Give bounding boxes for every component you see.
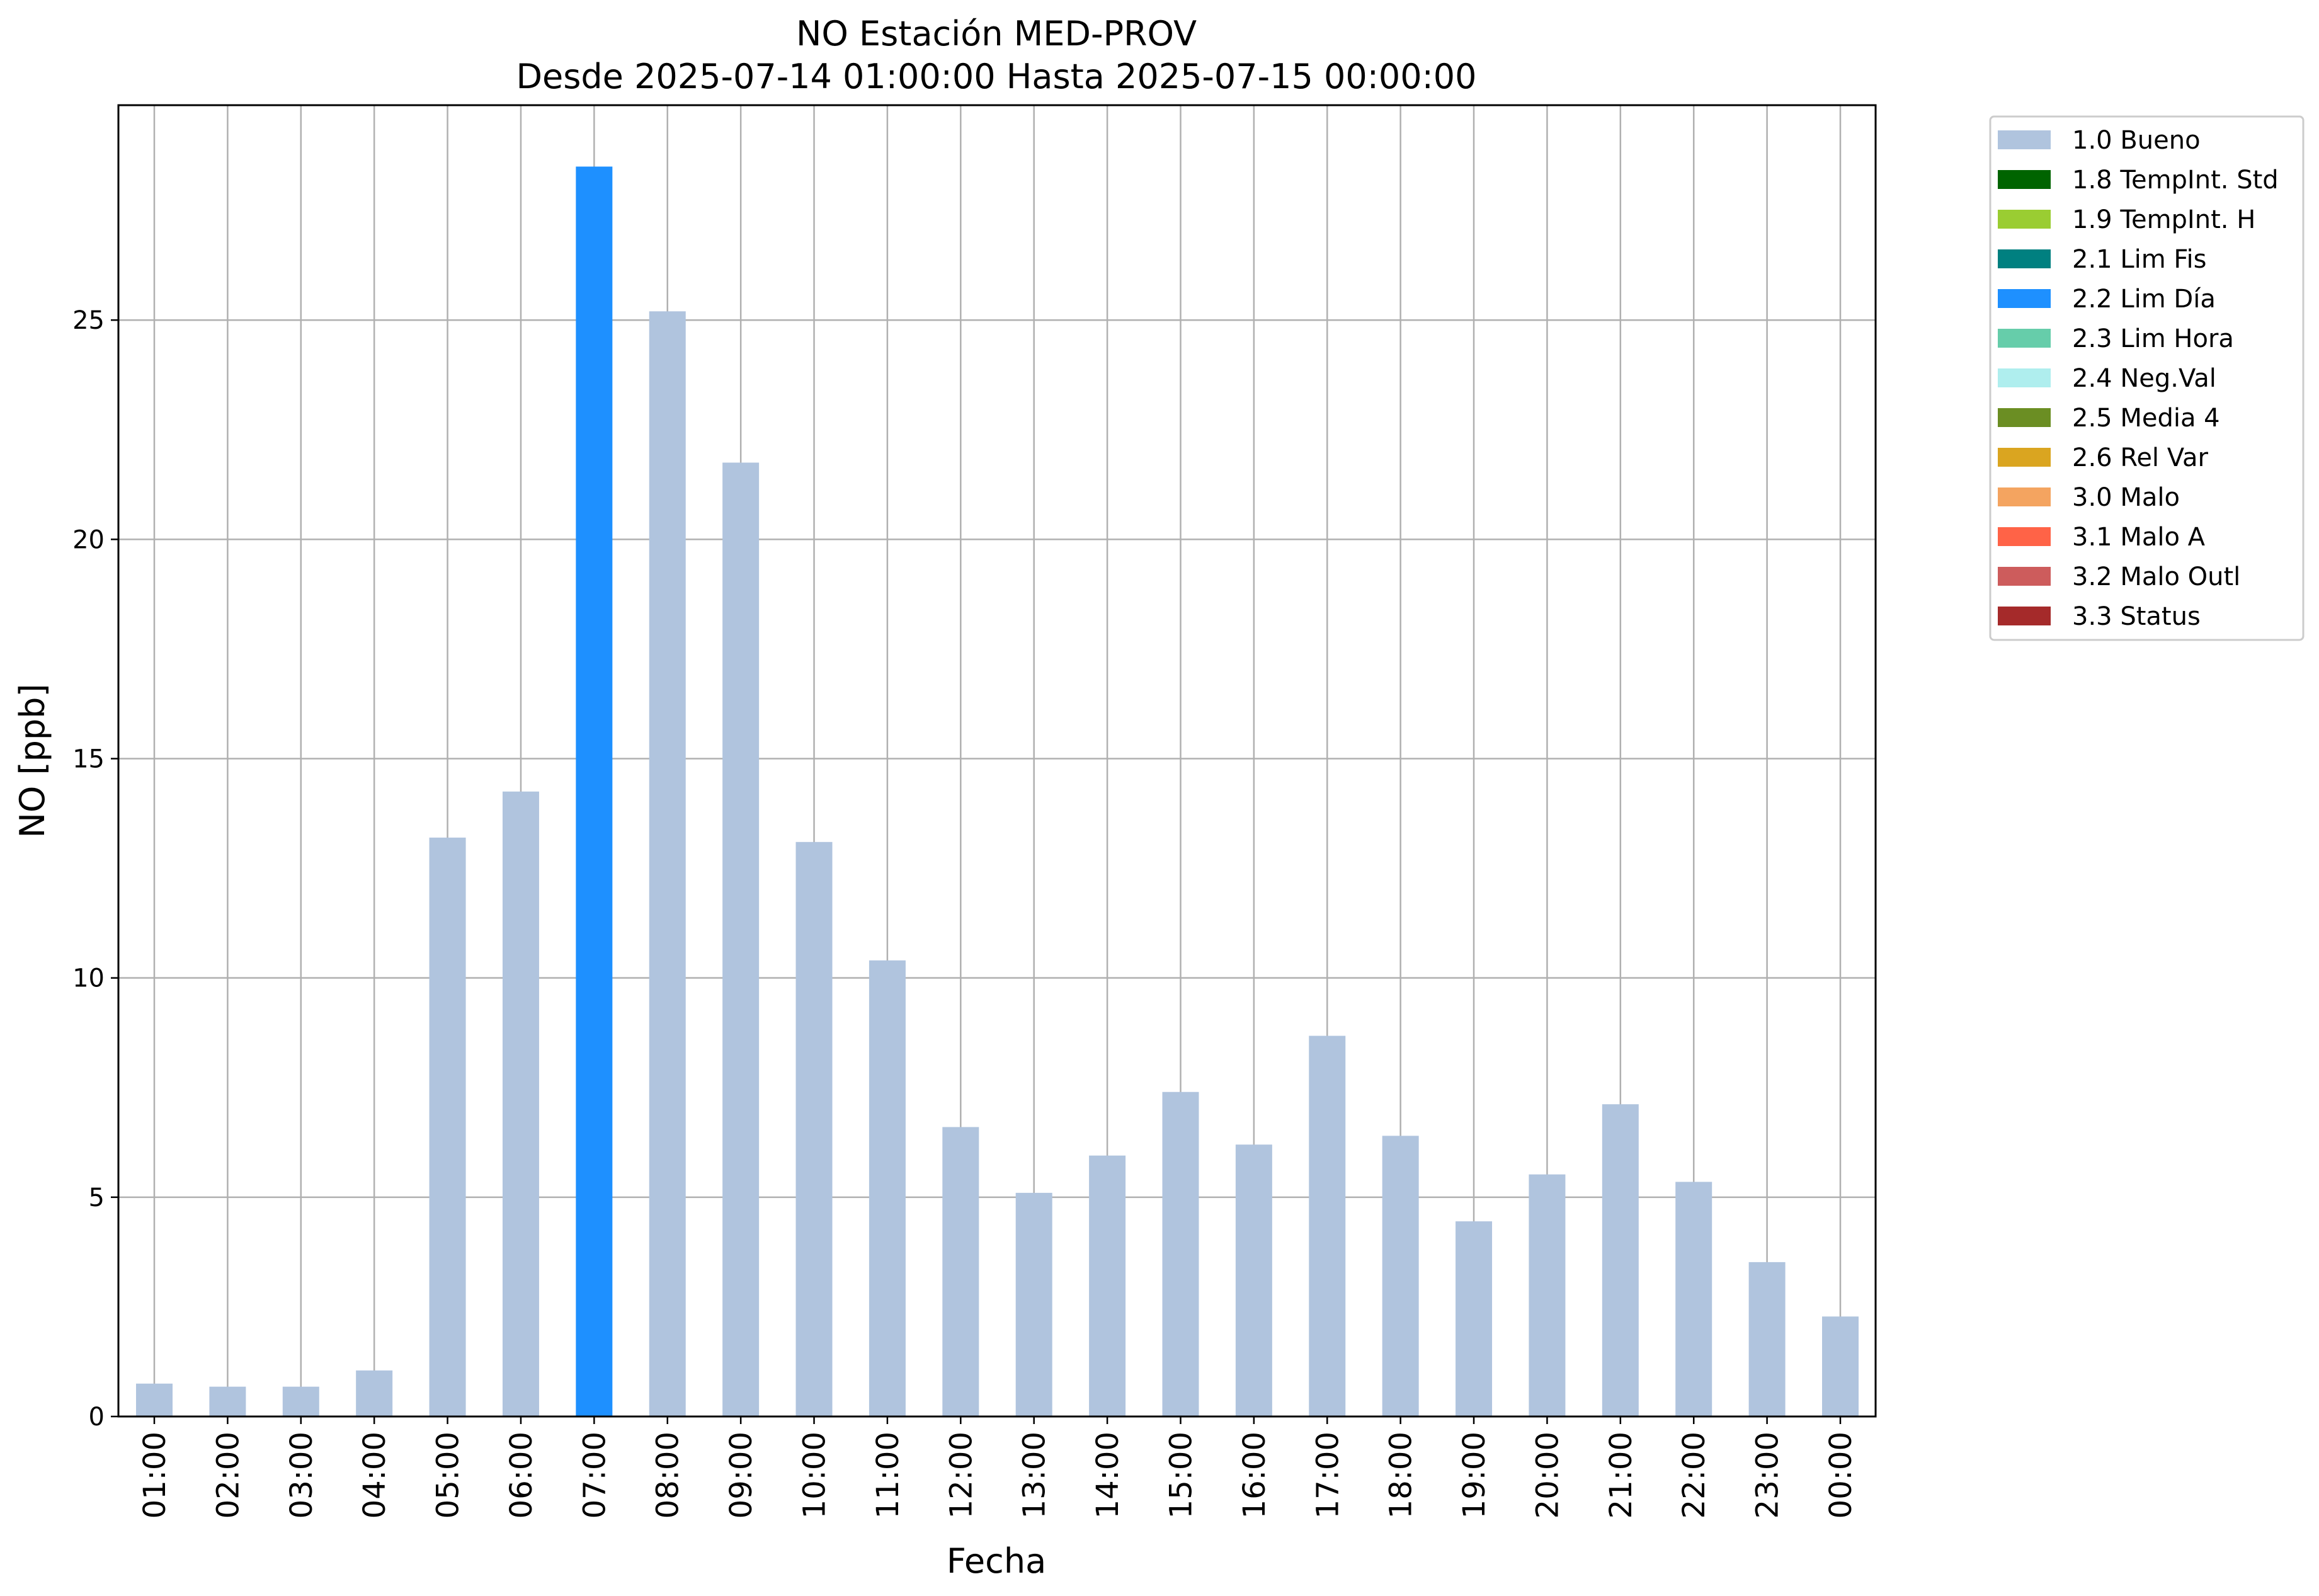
- y-tick-label: 20: [72, 525, 105, 554]
- legend-item-label: 1.0 Bueno: [2072, 126, 2201, 155]
- legend-swatch-2-2: [1998, 289, 2051, 308]
- bar-0500: [429, 837, 466, 1416]
- legend-item-label: 3.2 Malo Outl: [2072, 562, 2240, 591]
- bar-0700: [576, 166, 613, 1416]
- x-tick-label: 03:00: [284, 1432, 319, 1519]
- bar-2100: [1602, 1104, 1639, 1416]
- bar-1400: [1089, 1155, 1126, 1416]
- x-tick-label: 23:00: [1750, 1432, 1786, 1519]
- x-tick-label: 11:00: [870, 1432, 906, 1519]
- x-tick-label: 17:00: [1310, 1432, 1345, 1519]
- x-tick-label: 08:00: [651, 1432, 686, 1519]
- y-tick-label: 15: [72, 745, 105, 774]
- legend-item-label: 1.9 TempInt. H: [2072, 205, 2255, 234]
- x-tick-label: 13:00: [1017, 1432, 1052, 1519]
- bar-0900: [722, 462, 760, 1416]
- x-tick-label: 20:00: [1530, 1432, 1565, 1519]
- legend-swatch-1-8: [1998, 170, 2051, 189]
- x-tick-label: 21:00: [1604, 1432, 1639, 1519]
- x-tick-label: 16:00: [1237, 1432, 1272, 1519]
- legend-item-label: 3.3 Status: [2072, 602, 2201, 631]
- bar-0000: [1822, 1316, 1859, 1416]
- legend-item-label: 1.8 TempInt. Std: [2072, 166, 2279, 195]
- legend-item-label: 2.5 Media 4: [2072, 404, 2220, 433]
- legend-swatch-2-3: [1998, 329, 2051, 348]
- legend-item-label: 2.4 Neg.Val: [2072, 364, 2216, 393]
- bar-2300: [1748, 1262, 1786, 1416]
- plot-frame: [117, 104, 1877, 1418]
- bar-0800: [649, 311, 686, 1417]
- legend-swatch-1-9: [1998, 210, 2051, 229]
- bar-0100: [136, 1383, 173, 1416]
- legend-item-label: 2.1 Lim Fis: [2072, 245, 2206, 274]
- bar-0300: [282, 1386, 319, 1416]
- y-tick-label: 0: [89, 1403, 105, 1432]
- x-tick-label: 15:00: [1163, 1432, 1199, 1519]
- legend-swatch-2-5: [1998, 408, 2051, 427]
- x-tick-label: 14:00: [1090, 1432, 1125, 1519]
- legend-swatch-3-3: [1998, 607, 2051, 625]
- bar-0600: [502, 791, 539, 1416]
- bar-1600: [1235, 1144, 1272, 1416]
- bar-2000: [1529, 1174, 1566, 1416]
- legend-item-label: 3.1 Malo A: [2072, 523, 2206, 552]
- chart-subtitle: Desde 2025-07-14 01:00:00 Hasta 2025-07-…: [516, 57, 1476, 96]
- axis-ticks: 0 5 10 15 20 25 01:00 02:00 03:00 04:00 05:00 06:00…: [72, 306, 1859, 1519]
- x-tick-label: 07:00: [577, 1432, 612, 1519]
- bar-0200: [209, 1386, 246, 1416]
- bar-0400: [356, 1370, 393, 1416]
- y-tick-label: 25: [72, 306, 105, 335]
- x-tick-label: 02:00: [210, 1432, 246, 1519]
- legend-swatch-3-0: [1998, 487, 2051, 506]
- x-tick-label: 06:00: [504, 1432, 539, 1519]
- bar-1500: [1162, 1092, 1199, 1416]
- x-tick-label: 04:00: [357, 1432, 392, 1519]
- legend-item-label: 2.2 Lim Día: [2072, 285, 2216, 314]
- chart-title: NO Estación MED-PROV: [796, 14, 1197, 54]
- x-tick-label: 05:00: [431, 1432, 466, 1519]
- legend-item-label: 3.0 Malo: [2072, 483, 2180, 512]
- legend-swatch-3-2: [1998, 567, 2051, 586]
- bar-1100: [869, 960, 906, 1416]
- bar-1200: [942, 1127, 979, 1416]
- legend-item-label: 2.3 Lim Hora: [2072, 324, 2234, 353]
- x-tick-label: 09:00: [724, 1432, 759, 1519]
- legend-item-label: 2.6 Rel Var: [2072, 443, 2209, 472]
- legend-swatch-2-4: [1998, 368, 2051, 387]
- x-tick-label: 18:00: [1384, 1432, 1419, 1519]
- bar-1800: [1382, 1136, 1419, 1416]
- bars: [136, 166, 1859, 1417]
- bar-1700: [1309, 1035, 1346, 1416]
- x-tick-label: 19:00: [1457, 1432, 1492, 1519]
- x-tick-label: 22:00: [1677, 1432, 1712, 1519]
- y-tick-label: 5: [89, 1183, 105, 1212]
- legend-swatch-3-1: [1998, 527, 2051, 546]
- x-tick-label: 01:00: [137, 1432, 173, 1519]
- y-tick-label: 10: [72, 964, 105, 993]
- bar-1900: [1456, 1221, 1493, 1416]
- x-tick-label: 10:00: [797, 1432, 833, 1519]
- y-axis-label: NO [ppb]: [13, 683, 52, 838]
- legend-swatch-2-1: [1998, 249, 2051, 268]
- x-tick-label: 00:00: [1823, 1432, 1859, 1519]
- legend-swatch-2-6: [1998, 448, 2051, 467]
- legend-box: [1989, 115, 2305, 641]
- bar-1000: [795, 841, 833, 1416]
- legend: 1.0 Bueno 1.8 TempInt. Std 1.9 TempInt. H 2…: [1989, 115, 2305, 641]
- bar-2200: [1675, 1182, 1712, 1416]
- bar-1300: [1015, 1192, 1052, 1416]
- x-axis-label: Fecha: [947, 1541, 1046, 1581]
- legend-swatch-1-0: [1998, 130, 2051, 149]
- x-tick-label: 12:00: [943, 1432, 979, 1519]
